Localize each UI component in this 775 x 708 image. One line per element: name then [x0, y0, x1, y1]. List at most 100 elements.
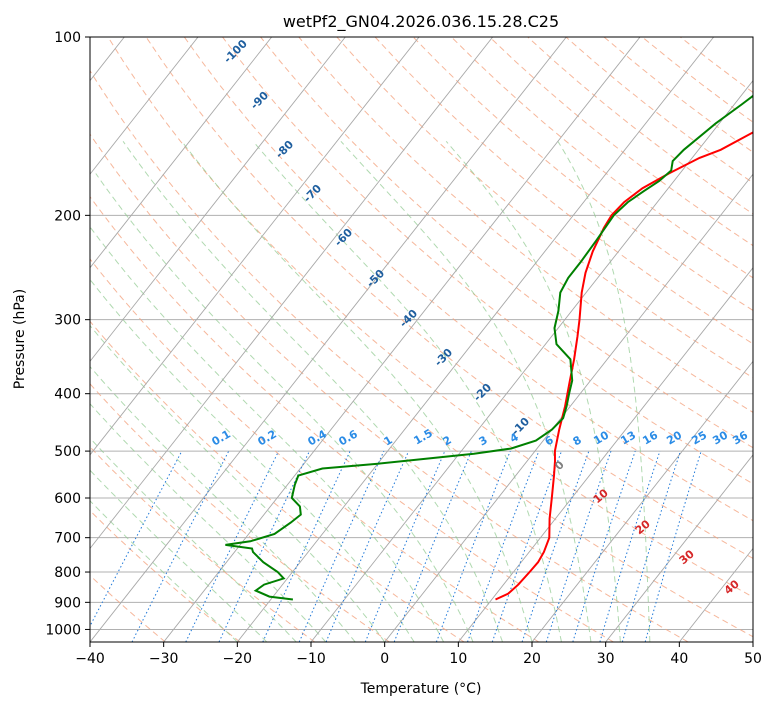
- dry-adiabat: [107, 37, 753, 598]
- isotherm-line: [310, 79, 753, 642]
- temperature-profile: [495, 131, 753, 601]
- mixing-ratio-label: 25: [689, 429, 709, 448]
- x-tick-label: 20: [523, 651, 541, 667]
- y-axis-label: Pressure (hPa): [12, 289, 28, 389]
- dry-adiabat: [90, 574, 166, 642]
- mixing-ratio-label: 0.2: [256, 427, 279, 448]
- x-tick-label: −30: [149, 651, 179, 667]
- isotherm-line: [384, 173, 753, 642]
- isotherm-line: [90, 37, 199, 175]
- isotherm-label: -40: [397, 307, 420, 330]
- dry-adiabat: [412, 37, 753, 312]
- x-tick-label: 40: [670, 651, 688, 667]
- dry-adiabat: [222, 37, 753, 485]
- dry-adiabat: [679, 37, 753, 94]
- x-tick-label: −20: [223, 651, 253, 667]
- isotherm-label: -20: [471, 381, 494, 404]
- dewpoint-profile: [225, 94, 753, 601]
- isotherm-label: -60: [332, 226, 355, 249]
- moist-adiabat: [90, 403, 327, 642]
- dry-adiabat: [565, 37, 753, 184]
- theta-label: 40: [722, 577, 742, 597]
- y-tick-label: 100: [54, 30, 81, 46]
- y-tick-label: 600: [54, 491, 81, 507]
- mixing-ratio-line: [298, 450, 385, 642]
- isotherm-line: [90, 37, 420, 456]
- mixing-ratio-line: [545, 450, 612, 642]
- dry-adiabat: [90, 446, 315, 642]
- moist-adiabat: [90, 437, 297, 642]
- mixing-ratio-label: 0.1: [210, 427, 233, 448]
- isotherm-label: -90: [248, 89, 271, 112]
- mixing-ratio-line: [393, 450, 472, 642]
- dry-adiabat: [90, 195, 614, 642]
- dry-adiabat: [90, 258, 540, 642]
- y-tick-label: 200: [54, 208, 81, 224]
- dry-adiabat: [90, 320, 465, 642]
- mixing-ratio-line: [467, 450, 540, 642]
- dry-adiabat: [641, 37, 753, 123]
- theta-label: 10: [591, 486, 611, 506]
- mixing-ratio-line: [435, 450, 511, 642]
- mixing-ratio-label: 13: [618, 429, 638, 448]
- moist-adiabat: [90, 226, 445, 642]
- x-tick-label: −40: [75, 651, 105, 667]
- isotherm-line: [90, 37, 494, 550]
- mixing-ratio-line: [491, 450, 563, 642]
- isotherm-line: [90, 37, 273, 269]
- dry-adiabat: [374, 37, 753, 345]
- mixing-ratio-line: [599, 450, 661, 642]
- y-tick-label: 900: [54, 595, 81, 611]
- mixing-ratio-line: [90, 450, 183, 628]
- y-tick-label: 300: [54, 313, 81, 329]
- moist-adiabat: [90, 469, 268, 642]
- mixing-ratio-line: [364, 450, 446, 642]
- isotherm-line: [236, 37, 715, 642]
- mixing-ratio-line: [644, 450, 702, 642]
- mixing-ratio-line: [262, 450, 351, 642]
- moist-adiabat: [340, 140, 592, 642]
- mixing-ratio-label: 30: [710, 428, 730, 447]
- x-tick-label: −10: [296, 651, 326, 667]
- plot-frame: [89, 36, 754, 643]
- mixing-ratio-label: 20: [664, 428, 684, 447]
- moist-adiabat: [557, 141, 651, 642]
- y-tick-label: 1000: [45, 622, 81, 638]
- isotherm-line: [90, 37, 567, 642]
- mixing-ratio-label: 2: [441, 433, 454, 448]
- x-axis-label: Temperature (°C): [360, 681, 482, 697]
- isotherm-line: [457, 267, 753, 642]
- y-tick-label: 700: [54, 531, 81, 547]
- isotherm-label: -70: [301, 182, 324, 205]
- mixing-ratio-line: [131, 450, 230, 642]
- dry-adiabat: [145, 37, 753, 559]
- dry-adiabat: [451, 37, 753, 279]
- x-tick-label: 30: [597, 651, 615, 667]
- axes: −40 −30 −20 −10 0 10 20 30 40 50 100 200 300 400 500 60…: [45, 30, 762, 667]
- mixing-ratio-label: 3: [477, 433, 490, 448]
- dry-adiabat: [260, 37, 753, 449]
- y-tick-label: 500: [54, 444, 81, 460]
- moist-adiabat: [90, 324, 386, 642]
- isotherm-line: [752, 641, 753, 642]
- mixing-ratio-line: [572, 450, 636, 642]
- theta-label: 20: [633, 517, 653, 537]
- mixing-ratio-label: 36: [730, 428, 750, 447]
- moist-adiabat: [252, 140, 562, 642]
- dry-adiabat: [527, 37, 753, 215]
- isotherm-label: -50: [364, 267, 387, 290]
- mixing-ratio-label: 1.5: [412, 426, 435, 447]
- x-tick-label: 0: [380, 651, 389, 667]
- moist-adiabat: [95, 173, 474, 642]
- mixing-ratio-label: 8: [571, 433, 584, 448]
- moist-adiabat: [181, 140, 533, 642]
- dry-adiabat: [183, 37, 753, 522]
- isotherm-line: [163, 37, 641, 642]
- isotherm-line: [531, 360, 753, 642]
- x-tick-label: 50: [744, 651, 762, 667]
- dry-adiabat: [90, 133, 689, 642]
- mixing-ratio-line: [325, 450, 410, 642]
- dry-adiabat: [90, 509, 241, 642]
- mixing-ratio-label: 0.4: [306, 427, 330, 448]
